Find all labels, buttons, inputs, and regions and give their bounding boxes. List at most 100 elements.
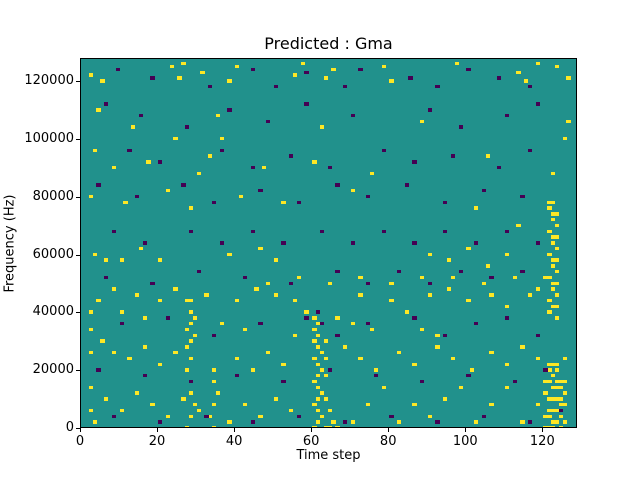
heatmap-cell <box>327 281 332 285</box>
heatmap-cell <box>551 235 556 239</box>
heatmap-cell <box>319 229 325 233</box>
y-tick-label: 60000 <box>32 246 74 262</box>
heatmap-cell <box>188 206 194 210</box>
heatmap-cell <box>358 356 363 361</box>
heatmap-cell <box>543 391 548 395</box>
heatmap-cell <box>104 258 109 262</box>
heatmap-cell <box>558 426 564 427</box>
heatmap-cell <box>296 275 302 280</box>
heatmap-cell <box>327 368 332 372</box>
heatmap-cell <box>396 420 402 424</box>
x-tick-mark <box>80 428 81 432</box>
heatmap-cell <box>535 402 540 407</box>
heatmap-cell <box>554 212 560 216</box>
heatmap-cell <box>435 420 440 424</box>
y-tick-label: 120000 <box>24 73 74 89</box>
heatmap-cell <box>558 379 564 384</box>
heatmap-cell <box>250 165 255 170</box>
heatmap-cell <box>473 241 479 245</box>
heatmap-cell <box>481 414 487 418</box>
heatmap-cell <box>227 108 232 112</box>
heatmap-cell <box>235 298 240 303</box>
heatmap-cell <box>554 64 560 69</box>
heatmap-cell <box>551 408 556 413</box>
heatmap-cell <box>242 275 248 280</box>
heatmap-cell <box>566 76 571 80</box>
heatmap-cell <box>551 385 556 390</box>
heatmap-cell <box>115 67 121 72</box>
heatmap-cell <box>138 113 144 118</box>
heatmap-cell <box>316 310 321 314</box>
heatmap-cell <box>304 310 309 314</box>
heatmap-cell <box>373 368 379 372</box>
heatmap-cell <box>92 420 97 424</box>
heatmap-cell <box>389 298 394 303</box>
heatmap-cell <box>551 362 556 366</box>
heatmap-cell <box>138 246 144 251</box>
heatmap-cell <box>558 414 564 418</box>
heatmap-cell <box>185 426 190 427</box>
heatmap-cell <box>173 350 178 355</box>
heatmap-cell <box>554 223 560 228</box>
heatmap-plot <box>80 58 577 428</box>
heatmap-cell <box>119 322 124 326</box>
heatmap-cell <box>554 258 560 262</box>
heatmap-cell <box>547 298 552 303</box>
heatmap-cell <box>319 350 325 355</box>
heatmap-cell <box>165 414 171 418</box>
heatmap-cell <box>316 420 321 424</box>
heatmap-cell <box>443 200 448 205</box>
heatmap-cell <box>516 223 521 228</box>
heatmap-cell <box>316 362 321 366</box>
heatmap-cell <box>238 194 244 199</box>
heatmap-cell <box>204 414 209 418</box>
heatmap-cell <box>158 258 163 262</box>
heatmap-cell <box>292 298 298 303</box>
heatmap-cell <box>185 368 190 372</box>
heatmap-cell <box>188 379 194 384</box>
heatmap-cell <box>323 356 329 361</box>
x-tick-mark <box>234 428 236 432</box>
heatmap-cell <box>412 402 417 407</box>
heatmap-cell <box>88 385 94 390</box>
heatmap-cell <box>196 171 201 176</box>
heatmap-cell <box>485 264 490 268</box>
heatmap-cell <box>358 293 363 297</box>
heatmap-cell <box>412 241 417 245</box>
chart-title: Predicted : Gma <box>264 34 393 53</box>
heatmap-cell <box>366 194 371 199</box>
heatmap-cell <box>547 362 552 366</box>
heatmap-cell <box>323 374 329 378</box>
heatmap-cell <box>88 73 94 77</box>
heatmap-cell <box>211 379 217 384</box>
heatmap-cell <box>262 165 267 170</box>
heatmap-cell <box>562 391 567 395</box>
heatmap-cell <box>473 322 479 326</box>
heatmap-cell <box>473 206 479 210</box>
heatmap-cell <box>358 67 363 72</box>
heatmap-cell <box>281 362 286 366</box>
heatmap-cell <box>104 397 109 401</box>
heatmap-cell <box>316 333 321 337</box>
heatmap-cell <box>535 333 540 337</box>
heatmap-cell <box>369 171 375 176</box>
heatmap-cell <box>381 148 386 152</box>
heatmap-cell <box>527 85 533 89</box>
heatmap-cell <box>447 258 452 262</box>
y-tick-label: 100000 <box>24 130 74 146</box>
heatmap-cell <box>443 229 448 233</box>
heatmap-cell <box>366 322 371 326</box>
heatmap-cell <box>119 310 124 314</box>
heatmap-cell <box>188 414 194 418</box>
x-axis-label: Time step <box>296 448 361 463</box>
heatmap-cell <box>319 322 325 326</box>
heatmap-cell <box>273 85 278 89</box>
heatmap-cell <box>547 206 552 210</box>
heatmap-cell <box>208 414 213 418</box>
y-tick-mark <box>76 81 80 83</box>
heatmap-cell <box>192 333 198 337</box>
heatmap-cell <box>547 252 552 257</box>
heatmap-cell <box>323 339 329 343</box>
heatmap-cell <box>551 281 556 285</box>
heatmap-cell <box>242 402 248 407</box>
